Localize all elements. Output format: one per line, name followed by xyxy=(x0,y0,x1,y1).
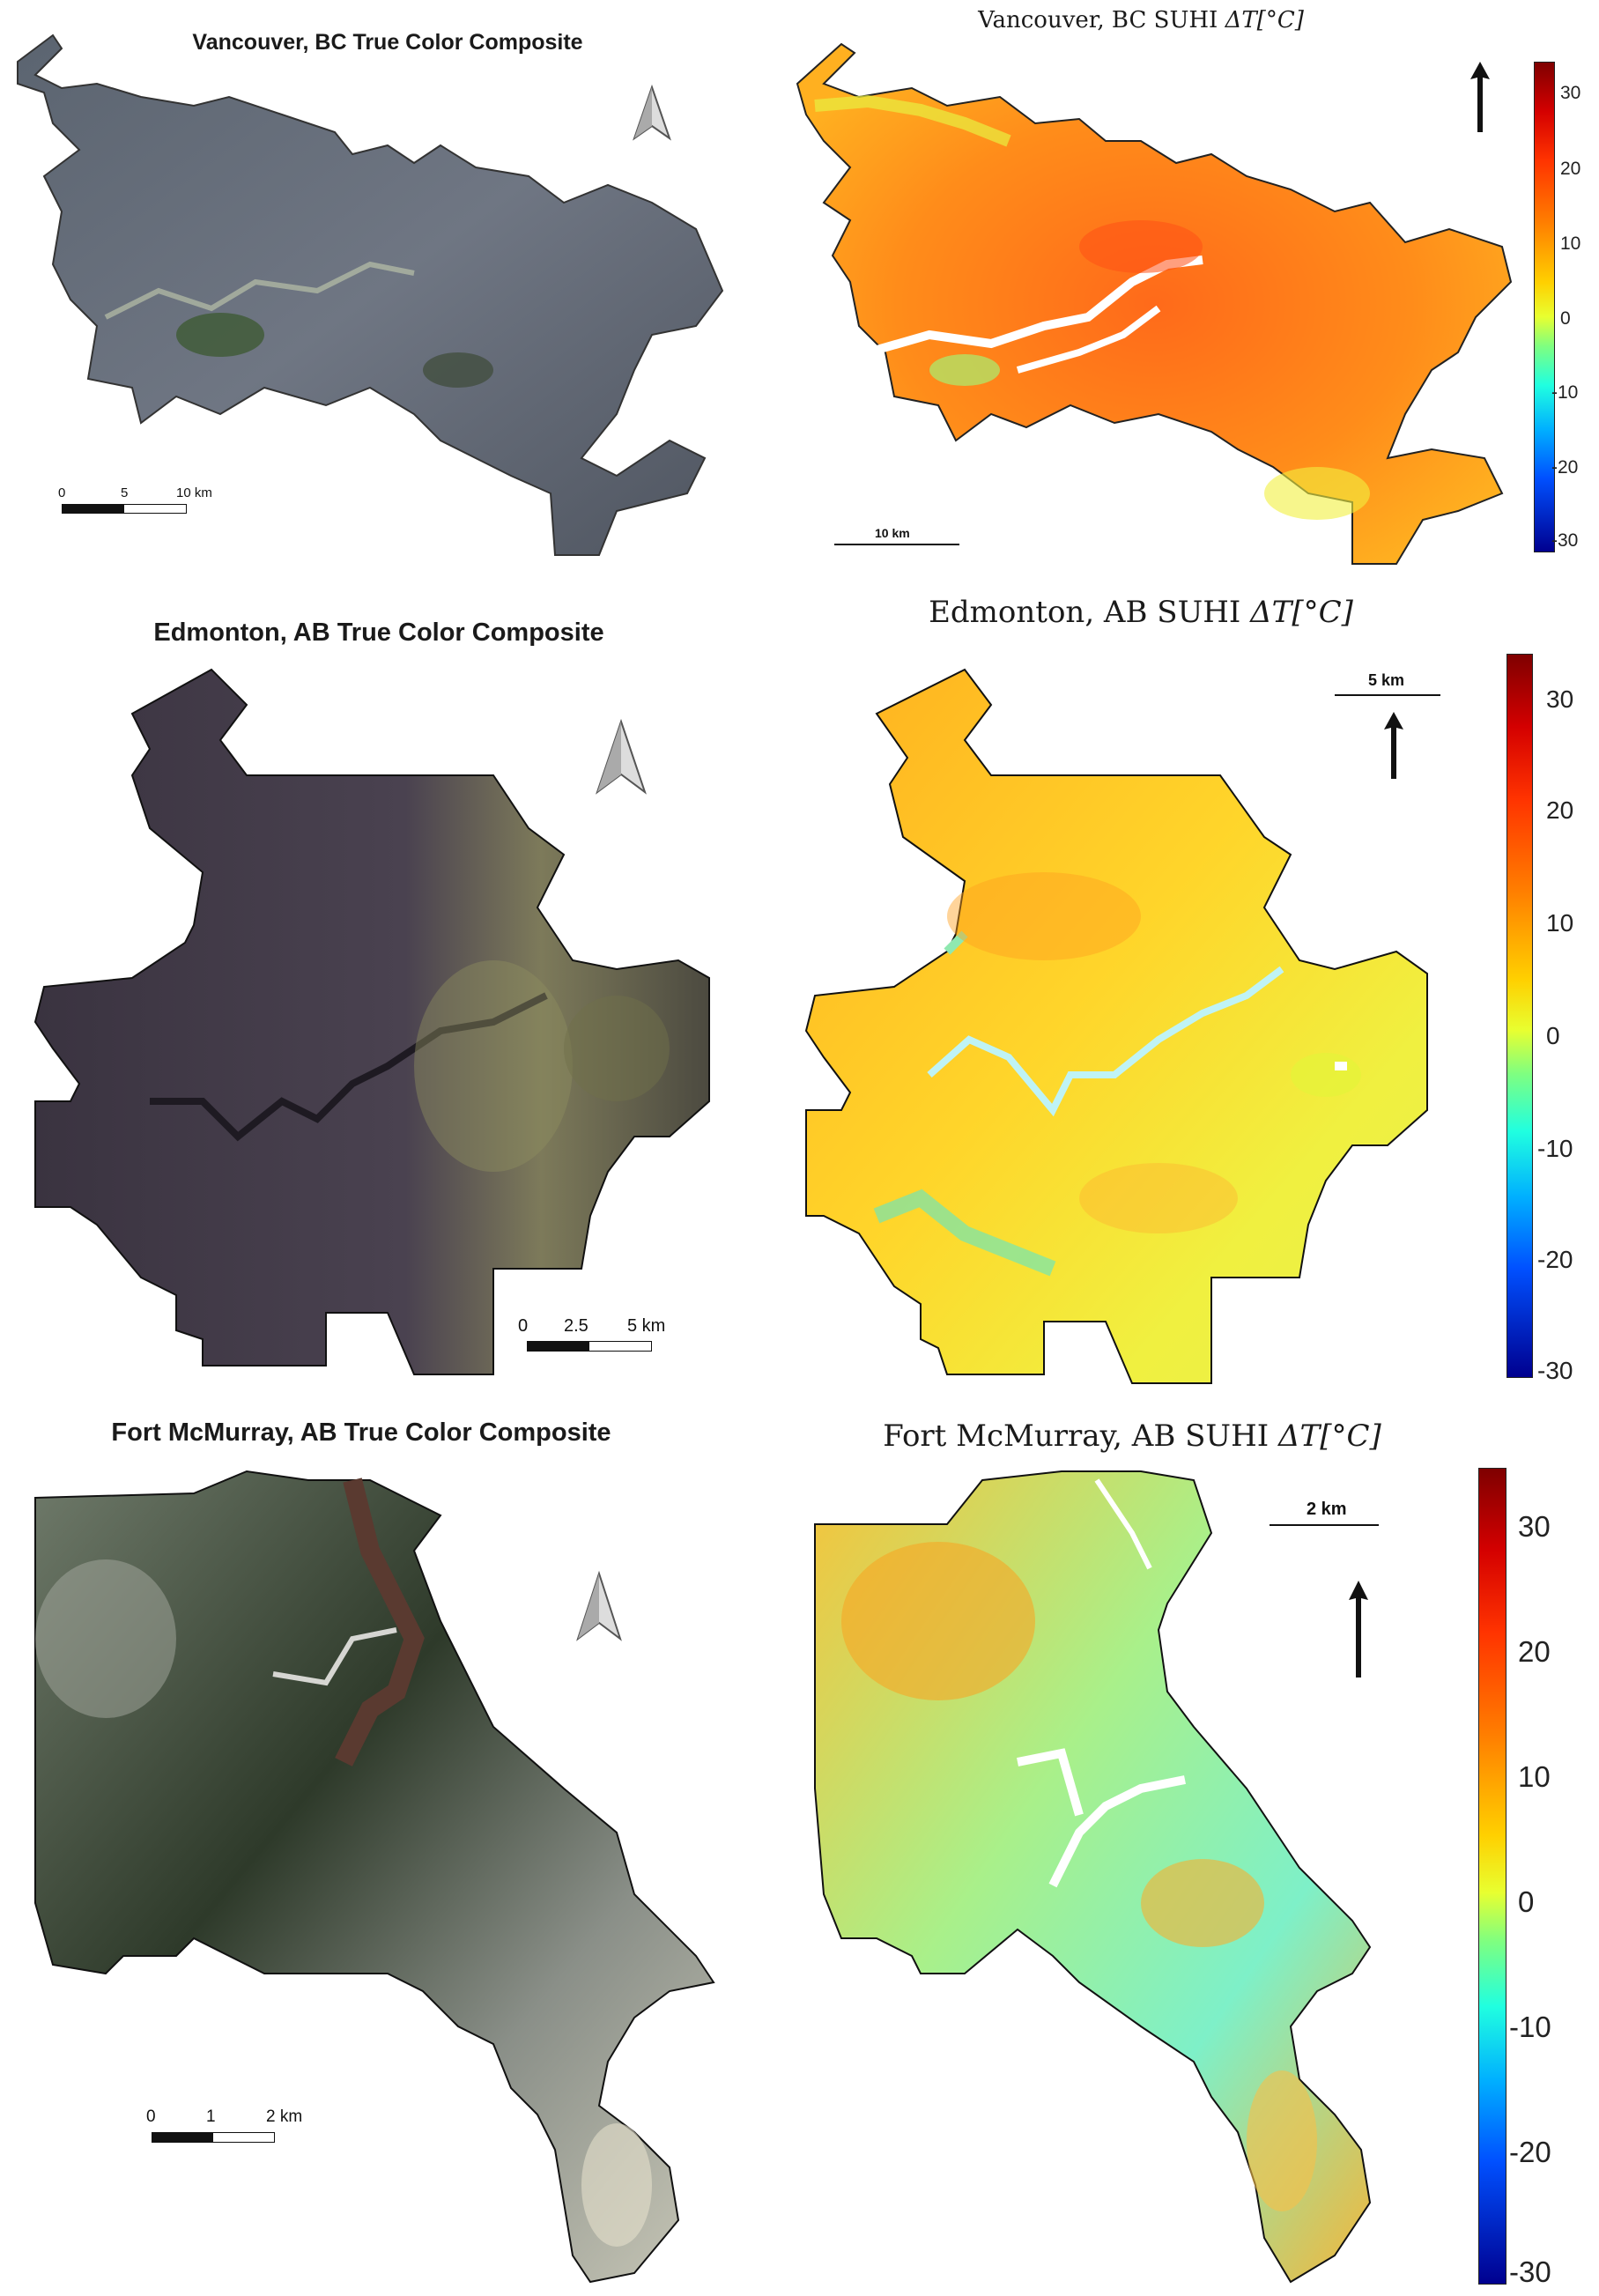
colorbar-tick-m30: -30 xyxy=(1509,2255,1551,2288)
colorbar-tick-m10: -10 xyxy=(1509,2011,1551,2043)
suhi-heat-map xyxy=(814,1470,1372,2284)
scale-bar xyxy=(152,2132,275,2143)
panel-title: Fort McMurray, AB SUHI ΔT[°C] xyxy=(883,1418,1381,1454)
true-color-map xyxy=(17,33,724,556)
north-arrow-icon xyxy=(590,718,652,797)
edmonton-true-color-panel: Edmonton, AB True Color Composite 0 2.5 … xyxy=(0,608,775,1401)
colorbar xyxy=(1478,1468,1506,2285)
scale-bar xyxy=(1335,694,1440,696)
colorbar-tick-30: 30 xyxy=(1518,1510,1551,1543)
fort-mcmurray-suhi-panel: Fort McMurray, AB SUHI ΔT[°C] 2 km 30 20… xyxy=(788,1410,1599,2296)
colorbar-tick-0: 0 xyxy=(1546,1022,1560,1049)
colorbar-tick-30: 30 xyxy=(1560,83,1581,103)
north-arrow-icon xyxy=(1381,710,1407,781)
north-arrow-icon xyxy=(1467,60,1493,135)
north-arrow-icon xyxy=(573,1570,626,1645)
vancouver-suhi-panel: Vancouver, BC SUHI ΔT[°C] 10 km 30 20 10… xyxy=(788,0,1599,573)
scale-label-mid: 5 xyxy=(121,485,129,500)
true-color-map xyxy=(33,668,710,1375)
colorbar-tick-m20: -20 xyxy=(1537,1246,1573,1273)
true-color-map xyxy=(34,1470,715,2284)
scale-bar xyxy=(62,504,187,514)
panel-title: Edmonton, AB SUHI ΔT[°C] xyxy=(929,595,1353,630)
colorbar-tick-m20: -20 xyxy=(1509,2136,1551,2168)
colorbar xyxy=(1506,654,1533,1378)
colorbar-tick-20: 20 xyxy=(1560,159,1581,179)
colorbar-tick-m30: -30 xyxy=(1537,1357,1573,1384)
panel-title: Fort McMurray, AB True Color Composite xyxy=(111,1418,611,1447)
edmonton-suhi-panel: Edmonton, AB SUHI ΔT[°C] 5 km 30 20 10 0… xyxy=(788,581,1599,1401)
scale-label: 10 km xyxy=(875,526,910,540)
colorbar-tick-0: 0 xyxy=(1560,308,1571,329)
panel-title: Edmonton, AB True Color Composite xyxy=(153,618,604,647)
scale-label: 2 km xyxy=(1307,1500,1347,1519)
colorbar-tick-0: 0 xyxy=(1518,1885,1535,1918)
colorbar-tick-m30: -30 xyxy=(1551,530,1579,551)
colorbar-tick-m20: -20 xyxy=(1551,457,1579,478)
colorbar-tick-10: 10 xyxy=(1546,909,1574,937)
panel-title: Vancouver, BC SUHI ΔT[°C] xyxy=(978,7,1304,33)
north-arrow-icon xyxy=(1345,1579,1372,1680)
colorbar-tick-m10: -10 xyxy=(1537,1135,1573,1162)
colorbar-tick-30: 30 xyxy=(1546,685,1574,713)
scale-bar xyxy=(1270,1524,1379,1526)
scale-label-0: 0 xyxy=(146,2107,156,2126)
scale-label-end: 10 km xyxy=(176,485,212,500)
colorbar-tick-10: 10 xyxy=(1518,1760,1551,1793)
scale-label: 5 km xyxy=(1368,671,1405,689)
scale-label-mid: 1 xyxy=(206,2107,216,2126)
suhi-heat-map xyxy=(796,42,1513,565)
suhi-heat-map xyxy=(804,668,1428,1384)
north-arrow-icon xyxy=(630,84,674,145)
scale-label-mid: 2.5 xyxy=(564,1316,589,1336)
colorbar-tick-20: 20 xyxy=(1546,796,1574,824)
scale-label-0: 0 xyxy=(518,1316,529,1336)
scale-label-end: 5 km xyxy=(627,1316,666,1336)
panel-title: Vancouver, BC True Color Composite xyxy=(192,30,583,55)
scale-bar xyxy=(527,1341,652,1352)
scale-bar xyxy=(834,544,959,545)
colorbar-tick-20: 20 xyxy=(1518,1635,1551,1668)
vancouver-true-color-panel: Vancouver, BC True Color Composite 0 5 1… xyxy=(0,0,775,573)
colorbar-tick-10: 10 xyxy=(1560,233,1581,254)
colorbar xyxy=(1534,62,1555,552)
fort-mcmurray-true-color-panel: Fort McMurray, AB True Color Composite 0… xyxy=(0,1410,775,2296)
scale-label-end: 2 km xyxy=(266,2107,303,2126)
colorbar-tick-m10: -10 xyxy=(1551,382,1579,403)
scale-label-0: 0 xyxy=(58,485,66,500)
